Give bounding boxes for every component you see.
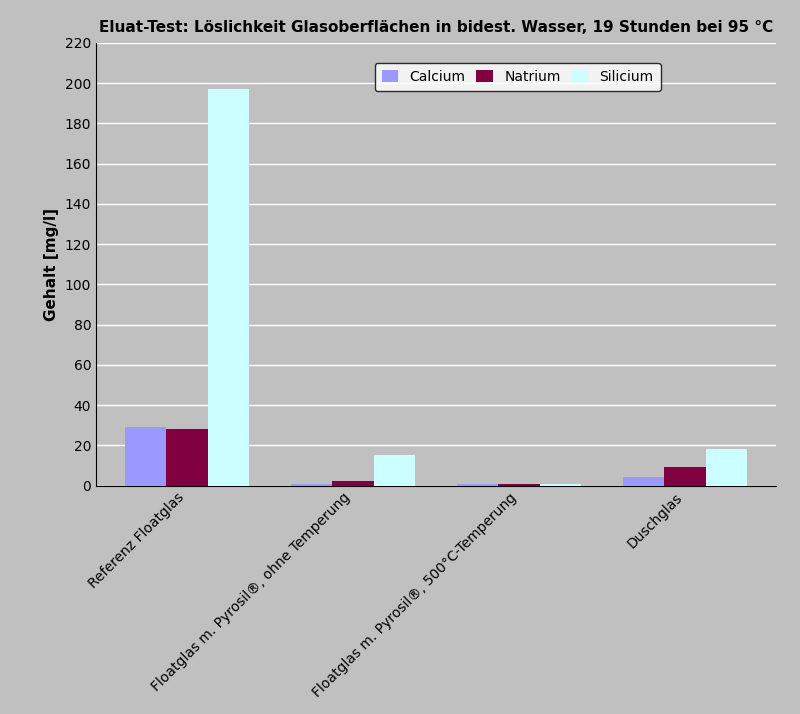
Title: Eluat-Test: Löslichkeit Glasoberflächen in bidest. Wasser, 19 Stunden bei 95 °C: Eluat-Test: Löslichkeit Glasoberflächen …	[99, 20, 773, 35]
Bar	[664, 468, 706, 486]
Bar	[622, 478, 664, 486]
Bar	[125, 427, 166, 486]
Bar	[291, 483, 332, 486]
Bar	[457, 483, 498, 486]
Bar	[498, 483, 540, 486]
Bar	[540, 483, 581, 486]
Bar	[208, 89, 250, 486]
Legend: Calcium, Natrium, Silicium: Calcium, Natrium, Silicium	[374, 63, 661, 91]
Bar	[706, 449, 747, 486]
Bar	[374, 456, 415, 486]
Y-axis label: Gehalt [mg/l]: Gehalt [mg/l]	[44, 208, 59, 321]
Bar	[332, 481, 374, 486]
Bar	[166, 429, 208, 486]
